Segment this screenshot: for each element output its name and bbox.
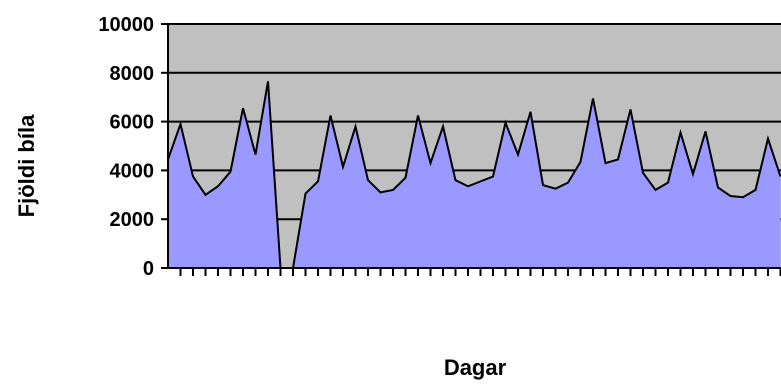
y-axis-tick-labels: 0 2000 4000 6000 8000 10000 <box>98 14 154 280</box>
y-tick-label: 8000 <box>110 63 155 85</box>
y-tick-label: 10000 <box>98 14 154 36</box>
data-line <box>167 81 781 269</box>
y-axis-ticks <box>161 23 168 269</box>
y-axis-title: Fjöldi bíla <box>14 114 39 217</box>
y-tick-label: 0 <box>143 258 154 280</box>
x-axis-ticks <box>179 268 781 276</box>
y-tick-label: 6000 <box>110 112 155 134</box>
data-area <box>168 81 781 268</box>
y-tick-label: 4000 <box>110 160 155 182</box>
x-axis-title: Dagar <box>444 355 507 380</box>
y-tick-label: 2000 <box>110 209 155 231</box>
